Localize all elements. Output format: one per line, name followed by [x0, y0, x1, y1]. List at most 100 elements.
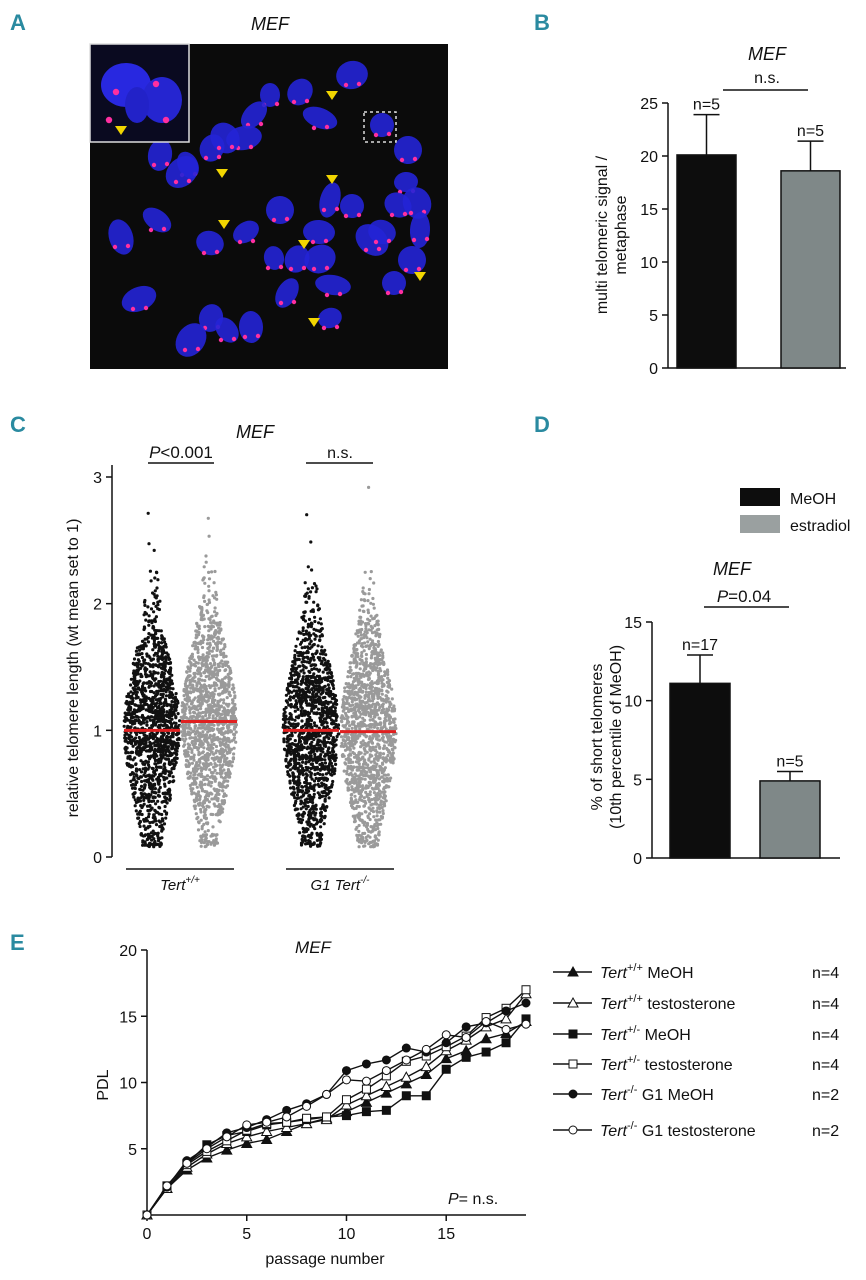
data-point: [313, 615, 317, 619]
data-point: [207, 747, 211, 751]
data-point: [161, 714, 165, 718]
data-point: [334, 762, 338, 767]
data-point: [148, 689, 153, 694]
data-point: [303, 736, 307, 740]
data-point: [185, 702, 189, 706]
data-point: [150, 715, 154, 719]
data-point: [315, 765, 319, 770]
data-point: [141, 698, 145, 702]
data-point: [193, 726, 197, 730]
data-point: [203, 782, 207, 787]
data-point: [139, 775, 143, 779]
data-point: [135, 690, 139, 694]
data-point: [283, 716, 287, 720]
data-point: [135, 664, 139, 668]
data-point: [203, 795, 207, 799]
data-point: [317, 607, 321, 611]
data-point: [140, 690, 144, 694]
data-point: [218, 740, 222, 744]
data-point: [209, 634, 213, 638]
data-point: [293, 653, 297, 658]
data-point: [159, 843, 163, 847]
data-point: [172, 712, 176, 716]
data-point: [192, 640, 196, 645]
data-point: [228, 669, 233, 673]
data-point: [287, 720, 291, 725]
data-point: [163, 782, 167, 786]
data-point: [201, 730, 205, 734]
data-point: [193, 739, 197, 743]
data-point: [145, 795, 149, 799]
data-point: [334, 724, 338, 728]
inset-selection-box: [363, 111, 397, 143]
data-point: [210, 792, 214, 796]
data-point: [316, 644, 320, 648]
data-point: [170, 707, 174, 711]
data-point: [221, 681, 225, 685]
data-point: [166, 683, 170, 687]
data-point: [190, 792, 194, 796]
data-point: [298, 642, 303, 646]
data-point: [138, 824, 142, 829]
data-point: [194, 707, 198, 711]
data-point: [376, 838, 380, 842]
data-point: [298, 757, 302, 762]
data-point: [127, 741, 131, 745]
telomere-signal: [218, 337, 224, 343]
data-point: [320, 645, 324, 649]
data-point: [393, 724, 397, 728]
data-point: [314, 776, 318, 781]
data-point: [309, 664, 313, 668]
telomere-signal: [321, 207, 327, 213]
data-point: [317, 668, 322, 672]
data-point: [313, 772, 317, 777]
data-point: [156, 578, 160, 582]
data-point: [199, 726, 203, 730]
data-point: [123, 746, 127, 751]
data-point: [194, 769, 198, 773]
data-point: [315, 667, 319, 671]
data-point: [143, 783, 147, 787]
data-point: [157, 788, 161, 792]
data-point: [214, 593, 218, 597]
data-point: [232, 686, 236, 690]
data-point: [205, 651, 209, 655]
data-point: [144, 667, 148, 671]
chromosome: [233, 220, 259, 244]
data-point: [296, 682, 300, 686]
data-point: [294, 644, 298, 648]
data-point: [386, 753, 390, 758]
data-point: [292, 673, 296, 677]
data-point: [178, 719, 182, 723]
data-point: [204, 735, 208, 739]
data-point: [314, 705, 318, 709]
data-point: [217, 679, 221, 683]
data-point: [319, 825, 323, 829]
data-point: [210, 570, 214, 574]
data-point: [307, 595, 311, 599]
data-point: [191, 730, 195, 734]
data-point: [220, 678, 224, 682]
data-point: [216, 669, 220, 673]
data-point: [174, 725, 178, 730]
data-point: [207, 600, 212, 605]
data-point: [300, 646, 304, 650]
data-point: [324, 786, 328, 791]
data-point: [196, 689, 200, 693]
data-point: [311, 810, 316, 814]
data-point: [299, 789, 303, 793]
n-label: n=5: [693, 97, 720, 114]
data-point: [289, 786, 293, 790]
data-point: [158, 662, 162, 666]
data-point: [206, 666, 210, 670]
data-point: [282, 739, 286, 743]
data-point: [317, 621, 321, 625]
data-point: [319, 753, 323, 757]
data-point: [157, 819, 161, 823]
data-point: [203, 679, 207, 683]
telomere-signal: [403, 267, 409, 273]
data-point: [164, 685, 168, 689]
data-point: [159, 692, 163, 697]
data-point: [125, 694, 129, 699]
telomere-signal: [216, 145, 222, 151]
